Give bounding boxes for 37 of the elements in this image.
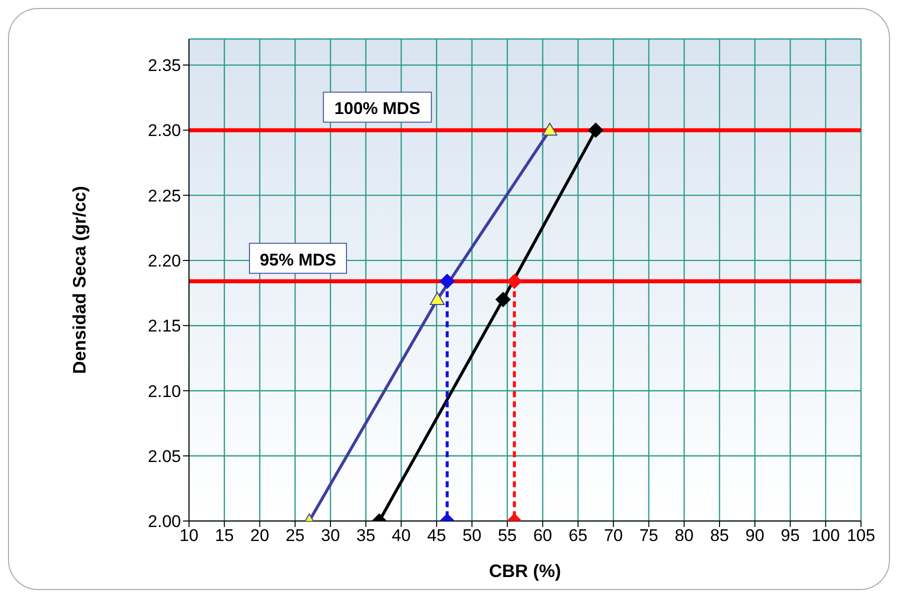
x-tick-label: 80 (674, 526, 694, 546)
x-tick-label: 55 (498, 526, 517, 546)
x-tick-label: 50 (462, 526, 482, 546)
ref-line-label: 95% MDS (260, 250, 336, 270)
x-tick-label: 15 (214, 526, 234, 546)
x-tick-label: 35 (356, 526, 376, 546)
y-tick-label: 2.15 (148, 316, 181, 336)
x-tick-label: 60 (533, 526, 552, 546)
y-tick-label: 2.00 (148, 512, 181, 532)
x-tick-label: 85 (710, 526, 729, 546)
y-axis-title: Densidad Seca (gr/cc) (69, 186, 90, 374)
x-tick-label: 75 (639, 526, 658, 546)
point (506, 274, 522, 289)
x-tick-label: 105 (846, 526, 876, 546)
x-tick-label: 100 (811, 526, 840, 546)
x-tick-label: 95 (780, 526, 800, 546)
y-tick-label: 2.35 (148, 56, 181, 76)
x-tick-label: 40 (392, 526, 411, 546)
x-tick-label: 90 (745, 526, 764, 546)
point (496, 292, 511, 308)
y-tick-label: 2.10 (148, 382, 181, 401)
x-tick-label: 10 (180, 526, 198, 546)
point (430, 292, 445, 305)
x-tick-label: 65 (568, 526, 588, 546)
x-tick-label: 45 (427, 526, 446, 546)
ref-line-label: 100% MDS (334, 99, 420, 118)
y-tick-label: 2.20 (148, 251, 181, 270)
y-tick-label: 2.05 (148, 446, 181, 466)
x-tick-label: 25 (286, 526, 305, 546)
x-tick-label: 20 (250, 526, 270, 546)
x-tick-label: 30 (321, 526, 340, 546)
x-axis-title: CBR (%) (489, 561, 561, 581)
point (588, 122, 604, 138)
y-tick-label: 2.30 (148, 121, 181, 140)
x-tick-label: 70 (604, 526, 623, 546)
point (440, 274, 455, 289)
y-tick-label: 2.25 (148, 186, 181, 206)
